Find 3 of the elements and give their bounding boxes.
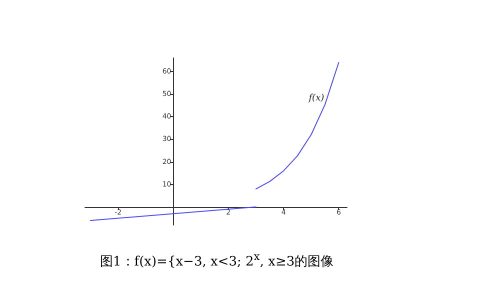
caption: 图1：f(x)={x−3, x<3; 2$^{x}$, x≥3的图像 <box>100 250 334 270</box>
line-series <box>255 62 340 190</box>
series-label: f(x) <box>308 94 325 104</box>
